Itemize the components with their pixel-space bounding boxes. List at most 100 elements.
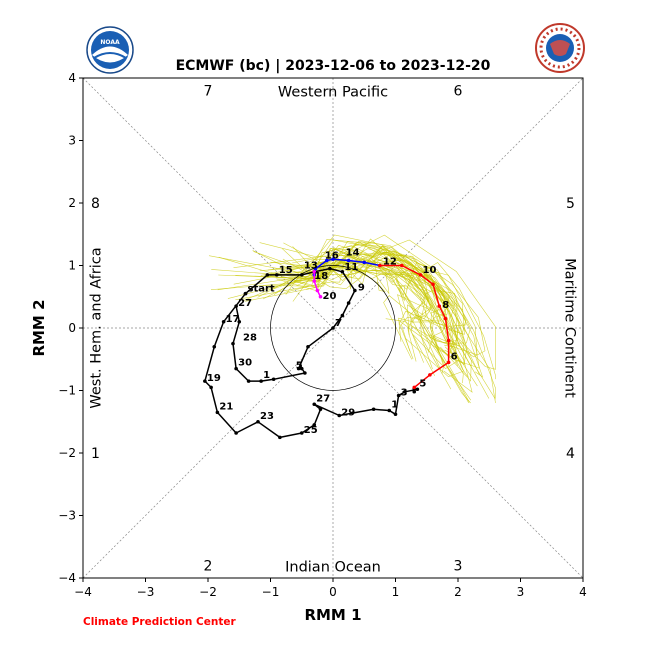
series-point bbox=[353, 288, 357, 293]
series-point bbox=[437, 304, 442, 308]
day-label: 29 bbox=[341, 408, 355, 419]
ensemble-member-line bbox=[317, 262, 496, 399]
series-point bbox=[234, 366, 238, 371]
series-point bbox=[337, 413, 342, 418]
series-point bbox=[324, 258, 329, 263]
series-point bbox=[243, 291, 248, 296]
x-tick-label: −2 bbox=[199, 585, 217, 599]
series-point bbox=[431, 282, 435, 287]
series-point bbox=[278, 435, 282, 440]
y-tick-label: −4 bbox=[58, 571, 76, 585]
day-label: 27 bbox=[238, 298, 252, 309]
ensemble-member-line bbox=[285, 242, 478, 387]
series-point bbox=[318, 294, 323, 299]
series-point bbox=[315, 288, 320, 293]
x-tick-label: 4 bbox=[579, 585, 587, 599]
y-tick-label: 1 bbox=[68, 259, 76, 273]
series-point bbox=[312, 279, 317, 283]
series-point bbox=[346, 258, 351, 263]
series-point bbox=[412, 385, 417, 390]
day-label: 3 bbox=[401, 388, 408, 399]
day-label: 25 bbox=[304, 425, 318, 436]
y-tick-label: 4 bbox=[68, 71, 76, 85]
series-point bbox=[371, 407, 376, 412]
ensemble-member-line bbox=[292, 249, 470, 404]
series-point bbox=[412, 389, 417, 394]
credit-label: Climate Prediction Center bbox=[83, 616, 236, 628]
series-point bbox=[346, 301, 351, 305]
series-point bbox=[428, 373, 432, 377]
series-point bbox=[209, 385, 213, 390]
y-tick-label: −3 bbox=[58, 509, 76, 523]
day-label: 27 bbox=[316, 393, 330, 404]
x-tick-label: −1 bbox=[262, 585, 280, 599]
day-label: 21 bbox=[219, 401, 233, 412]
series-point bbox=[246, 379, 251, 383]
series-point bbox=[274, 273, 279, 277]
annotation-labels: start17192123252729135272830157911131516… bbox=[207, 248, 458, 437]
series-point bbox=[259, 379, 263, 383]
chart-title: ECMWF (bc) | 2023-12-06 to 2023-12-20 bbox=[176, 58, 491, 74]
day-label: 7 bbox=[335, 318, 342, 329]
series-point bbox=[256, 419, 260, 424]
series-point bbox=[203, 379, 207, 383]
series-point bbox=[299, 431, 304, 435]
x-tick-label: 2 bbox=[454, 585, 462, 599]
ensemble-member-line bbox=[306, 245, 471, 344]
series-point bbox=[378, 263, 382, 268]
forecast-series bbox=[203, 257, 451, 440]
x-tick-label: 0 bbox=[329, 585, 337, 599]
ensemble-member-line bbox=[235, 240, 465, 365]
day-label: 16 bbox=[325, 251, 339, 262]
phase-number: 2 bbox=[204, 559, 213, 575]
day-label: 5 bbox=[296, 361, 303, 372]
ensemble-member-line bbox=[262, 252, 449, 353]
series-point bbox=[234, 431, 238, 435]
series-point bbox=[446, 338, 451, 343]
series-point bbox=[418, 273, 423, 277]
series-point bbox=[446, 360, 451, 365]
day-label: 17 bbox=[226, 314, 240, 325]
series-point bbox=[399, 263, 404, 268]
series-point bbox=[318, 407, 323, 412]
day-label: 11 bbox=[344, 262, 358, 273]
series-point bbox=[331, 326, 335, 330]
series-point bbox=[215, 410, 220, 415]
series-point bbox=[303, 371, 307, 375]
nws-logo bbox=[535, 23, 585, 73]
series-point bbox=[237, 319, 242, 324]
y-tick-label: 2 bbox=[68, 196, 76, 210]
phase-number: 7 bbox=[204, 84, 213, 100]
series-line bbox=[313, 271, 322, 298]
ensemble-member-line bbox=[293, 251, 467, 336]
x-axis-label: RMM 1 bbox=[304, 606, 361, 624]
region-label-top: Western Pacific bbox=[278, 85, 388, 101]
svg-text:NOAA: NOAA bbox=[100, 39, 120, 46]
phase-number: 1 bbox=[91, 446, 100, 462]
series-point bbox=[313, 266, 318, 271]
day-label: 18 bbox=[314, 271, 328, 282]
series-line bbox=[204, 293, 419, 439]
unit-circle bbox=[270, 265, 396, 391]
day-label: 9 bbox=[358, 283, 365, 294]
phase-number: 6 bbox=[454, 84, 463, 100]
day-label: 5 bbox=[419, 378, 426, 389]
phase-number: 3 bbox=[454, 559, 463, 575]
y-tick-label: −1 bbox=[58, 384, 76, 398]
series-point bbox=[212, 344, 217, 349]
y-axis-label: RMM 2 bbox=[30, 299, 48, 356]
day-label: 28 bbox=[243, 333, 257, 344]
day-label: 14 bbox=[346, 248, 360, 259]
series-point bbox=[415, 387, 420, 392]
y-tick-label: −2 bbox=[58, 446, 76, 460]
noaa-logo: NOAA bbox=[86, 26, 134, 74]
day-label: 15 bbox=[279, 265, 293, 276]
series-point bbox=[221, 319, 226, 324]
ensemble-member-line bbox=[270, 241, 426, 363]
series-point bbox=[362, 260, 367, 265]
phase-number: 8 bbox=[91, 196, 100, 212]
series-point bbox=[396, 393, 401, 398]
x-tick-label: 3 bbox=[517, 585, 525, 599]
